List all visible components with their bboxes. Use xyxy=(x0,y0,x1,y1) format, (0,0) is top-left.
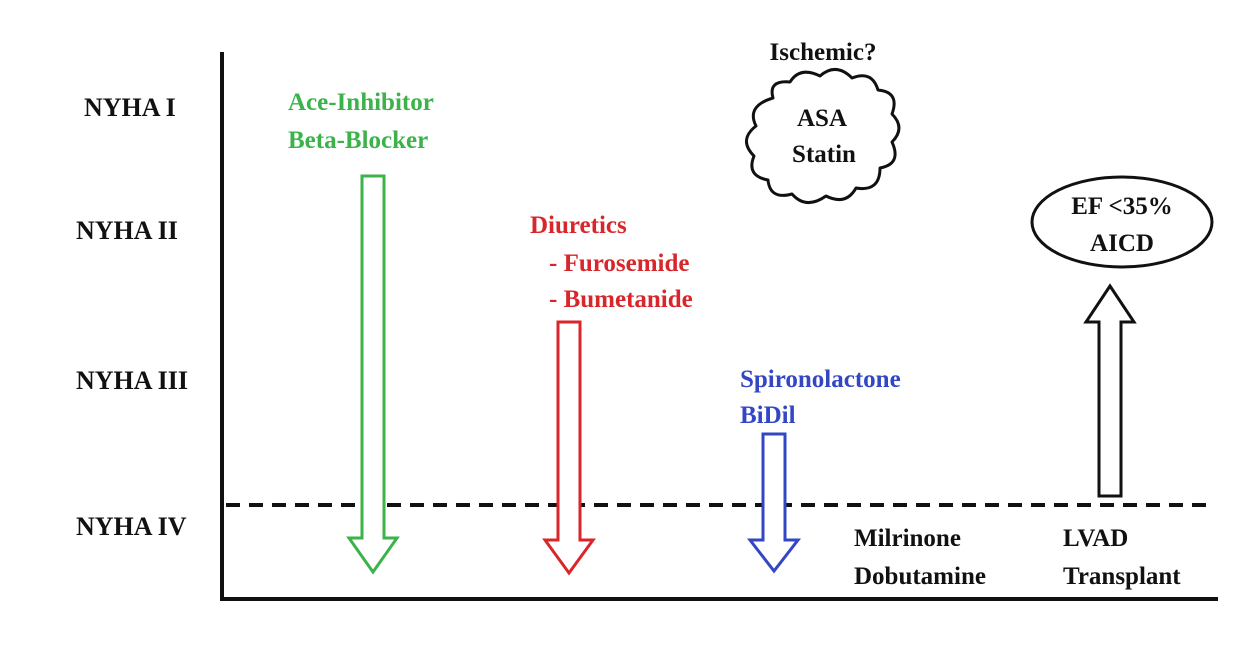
oval-text-ef: EF <35% xyxy=(1071,193,1173,220)
green-label-ace-inhibitor: Ace-Inhibitor xyxy=(288,89,434,116)
green-label-beta-blocker: Beta-Blocker xyxy=(288,127,428,154)
red-down-arrow xyxy=(542,320,596,576)
cloud-shape xyxy=(745,68,901,204)
ischemic-label: Ischemic? xyxy=(770,39,877,66)
advanced-lvad: LVAD xyxy=(1063,525,1128,552)
red-label-furosemide: - Furosemide xyxy=(549,250,690,277)
level-label-nyha-iii: NYHA III xyxy=(76,366,188,395)
green-down-arrow xyxy=(346,174,400,575)
cloud-text-statin: Statin xyxy=(792,141,856,168)
level-label-nyha-iv: NYHA IV xyxy=(76,512,187,541)
inotrope-dobutamine: Dobutamine xyxy=(854,563,986,590)
blue-label-spironolactone: Spironolactone xyxy=(740,366,901,393)
level-label-nyha-i: NYHA I xyxy=(84,93,176,122)
red-label-diuretics: Diuretics xyxy=(530,212,627,239)
blue-label-bidil: BiDil xyxy=(740,402,796,429)
blue-down-arrow xyxy=(746,432,802,574)
black-up-arrow xyxy=(1083,283,1137,498)
level-label-nyha-ii: NYHA II xyxy=(76,216,178,245)
inotrope-milrinone: Milrinone xyxy=(854,525,961,552)
advanced-transplant: Transplant xyxy=(1063,563,1181,590)
ef-aicd-oval xyxy=(1030,175,1214,269)
oval-text-aicd: AICD xyxy=(1090,230,1154,257)
cloud-text-asa: ASA xyxy=(797,105,847,132)
red-label-bumetanide: - Bumetanide xyxy=(549,286,693,313)
